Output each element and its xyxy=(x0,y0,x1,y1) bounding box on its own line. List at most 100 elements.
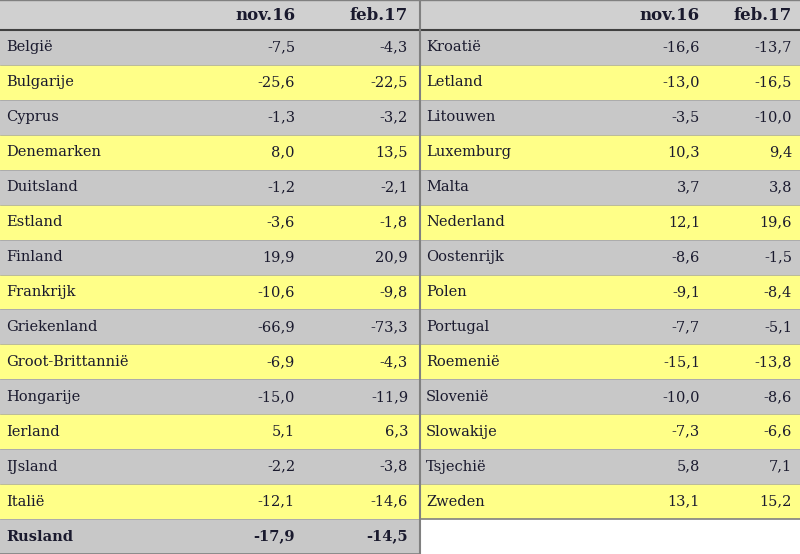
Text: Ierland: Ierland xyxy=(6,425,60,439)
Bar xyxy=(0,519,420,554)
Text: 10,3: 10,3 xyxy=(667,145,700,159)
Bar xyxy=(0,379,420,414)
Text: 3,7: 3,7 xyxy=(677,180,700,194)
Text: Denemarken: Denemarken xyxy=(6,145,101,159)
Text: -9,1: -9,1 xyxy=(672,285,700,299)
Text: -3,2: -3,2 xyxy=(380,110,408,124)
Text: -4,3: -4,3 xyxy=(380,40,408,54)
Text: -1,5: -1,5 xyxy=(764,250,792,264)
Text: nov.16: nov.16 xyxy=(640,7,700,23)
Text: 12,1: 12,1 xyxy=(668,215,700,229)
Text: 7,1: 7,1 xyxy=(769,460,792,474)
Bar xyxy=(0,345,420,379)
Text: -66,9: -66,9 xyxy=(258,320,295,334)
Bar xyxy=(0,310,420,345)
Text: -16,6: -16,6 xyxy=(662,40,700,54)
Bar xyxy=(420,449,800,484)
Text: -14,5: -14,5 xyxy=(366,530,408,543)
Text: 3,8: 3,8 xyxy=(769,180,792,194)
Bar xyxy=(0,0,420,30)
Bar xyxy=(420,170,800,204)
Text: Portugal: Portugal xyxy=(426,320,489,334)
Text: -11,9: -11,9 xyxy=(371,390,408,404)
Text: -13,8: -13,8 xyxy=(754,355,792,369)
Bar xyxy=(0,170,420,204)
Text: -7,5: -7,5 xyxy=(267,40,295,54)
Text: -8,4: -8,4 xyxy=(764,285,792,299)
Bar xyxy=(420,0,800,30)
Text: 9,4: 9,4 xyxy=(769,145,792,159)
Text: -4,3: -4,3 xyxy=(380,355,408,369)
Text: -2,1: -2,1 xyxy=(380,180,408,194)
Text: Luxemburg: Luxemburg xyxy=(426,145,511,159)
Text: 19,9: 19,9 xyxy=(262,250,295,264)
Text: Bulgarije: Bulgarije xyxy=(6,75,74,89)
Text: -3,8: -3,8 xyxy=(380,460,408,474)
Text: -9,8: -9,8 xyxy=(380,285,408,299)
Text: feb.17: feb.17 xyxy=(350,7,408,23)
Text: -13,7: -13,7 xyxy=(754,40,792,54)
Text: Groot-Brittannië: Groot-Brittannië xyxy=(6,355,129,369)
Text: -7,3: -7,3 xyxy=(672,425,700,439)
Bar xyxy=(420,345,800,379)
Bar xyxy=(420,414,800,449)
Bar xyxy=(0,484,420,519)
Text: 5,8: 5,8 xyxy=(677,460,700,474)
Text: Malta: Malta xyxy=(426,180,469,194)
Text: -17,9: -17,9 xyxy=(254,530,295,543)
Text: -7,7: -7,7 xyxy=(672,320,700,334)
Text: feb.17: feb.17 xyxy=(734,7,792,23)
Text: Polen: Polen xyxy=(426,285,466,299)
Text: Roemenië: Roemenië xyxy=(426,355,500,369)
Text: 13,1: 13,1 xyxy=(668,495,700,509)
Bar xyxy=(420,239,800,275)
Bar xyxy=(420,379,800,414)
Text: -1,8: -1,8 xyxy=(380,215,408,229)
Text: Slovenië: Slovenië xyxy=(426,390,490,404)
Text: -8,6: -8,6 xyxy=(672,250,700,264)
Bar xyxy=(420,310,800,345)
Text: -22,5: -22,5 xyxy=(370,75,408,89)
Text: -6,9: -6,9 xyxy=(266,355,295,369)
Text: -14,6: -14,6 xyxy=(370,495,408,509)
Text: -1,2: -1,2 xyxy=(267,180,295,194)
Text: Frankrijk: Frankrijk xyxy=(6,285,75,299)
Text: IJsland: IJsland xyxy=(6,460,58,474)
Text: -10,0: -10,0 xyxy=(754,110,792,124)
Bar xyxy=(0,30,420,65)
Text: Duitsland: Duitsland xyxy=(6,180,78,194)
Text: 13,5: 13,5 xyxy=(375,145,408,159)
Bar xyxy=(0,239,420,275)
Text: Tsjechië: Tsjechië xyxy=(426,460,486,474)
Bar xyxy=(0,275,420,310)
Text: -3,5: -3,5 xyxy=(672,110,700,124)
Text: 5,1: 5,1 xyxy=(272,425,295,439)
Bar xyxy=(420,275,800,310)
Text: -3,6: -3,6 xyxy=(266,215,295,229)
Bar xyxy=(420,204,800,239)
Text: -25,6: -25,6 xyxy=(258,75,295,89)
Text: 19,6: 19,6 xyxy=(759,215,792,229)
Text: -5,1: -5,1 xyxy=(764,320,792,334)
Text: -2,2: -2,2 xyxy=(267,460,295,474)
Text: Oostenrijk: Oostenrijk xyxy=(426,250,504,264)
Text: Estland: Estland xyxy=(6,215,62,229)
Text: 20,9: 20,9 xyxy=(375,250,408,264)
Text: Finland: Finland xyxy=(6,250,62,264)
Bar xyxy=(0,65,420,100)
Text: Zweden: Zweden xyxy=(426,495,485,509)
Text: -16,5: -16,5 xyxy=(754,75,792,89)
Text: Litouwen: Litouwen xyxy=(426,110,495,124)
Text: -10,6: -10,6 xyxy=(258,285,295,299)
Text: -12,1: -12,1 xyxy=(258,495,295,509)
Text: -13,0: -13,0 xyxy=(662,75,700,89)
Text: Italië: Italië xyxy=(6,495,44,509)
Text: Kroatië: Kroatië xyxy=(426,40,481,54)
Text: -6,6: -6,6 xyxy=(764,425,792,439)
Bar xyxy=(0,135,420,170)
Text: -73,3: -73,3 xyxy=(370,320,408,334)
Bar xyxy=(0,414,420,449)
Text: België: België xyxy=(6,40,53,54)
Bar xyxy=(0,204,420,239)
Bar xyxy=(0,100,420,135)
